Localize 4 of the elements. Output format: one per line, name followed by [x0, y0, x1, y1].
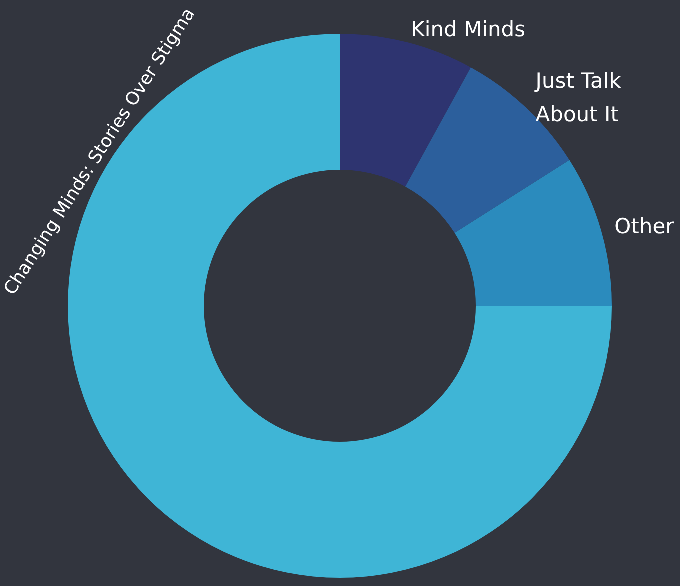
slice-label: Just Talk About It: [534, 69, 622, 127]
donut-slice: [454, 160, 612, 306]
slice-label: Kind Minds: [411, 17, 526, 42]
slice-label: Other: [614, 214, 675, 239]
